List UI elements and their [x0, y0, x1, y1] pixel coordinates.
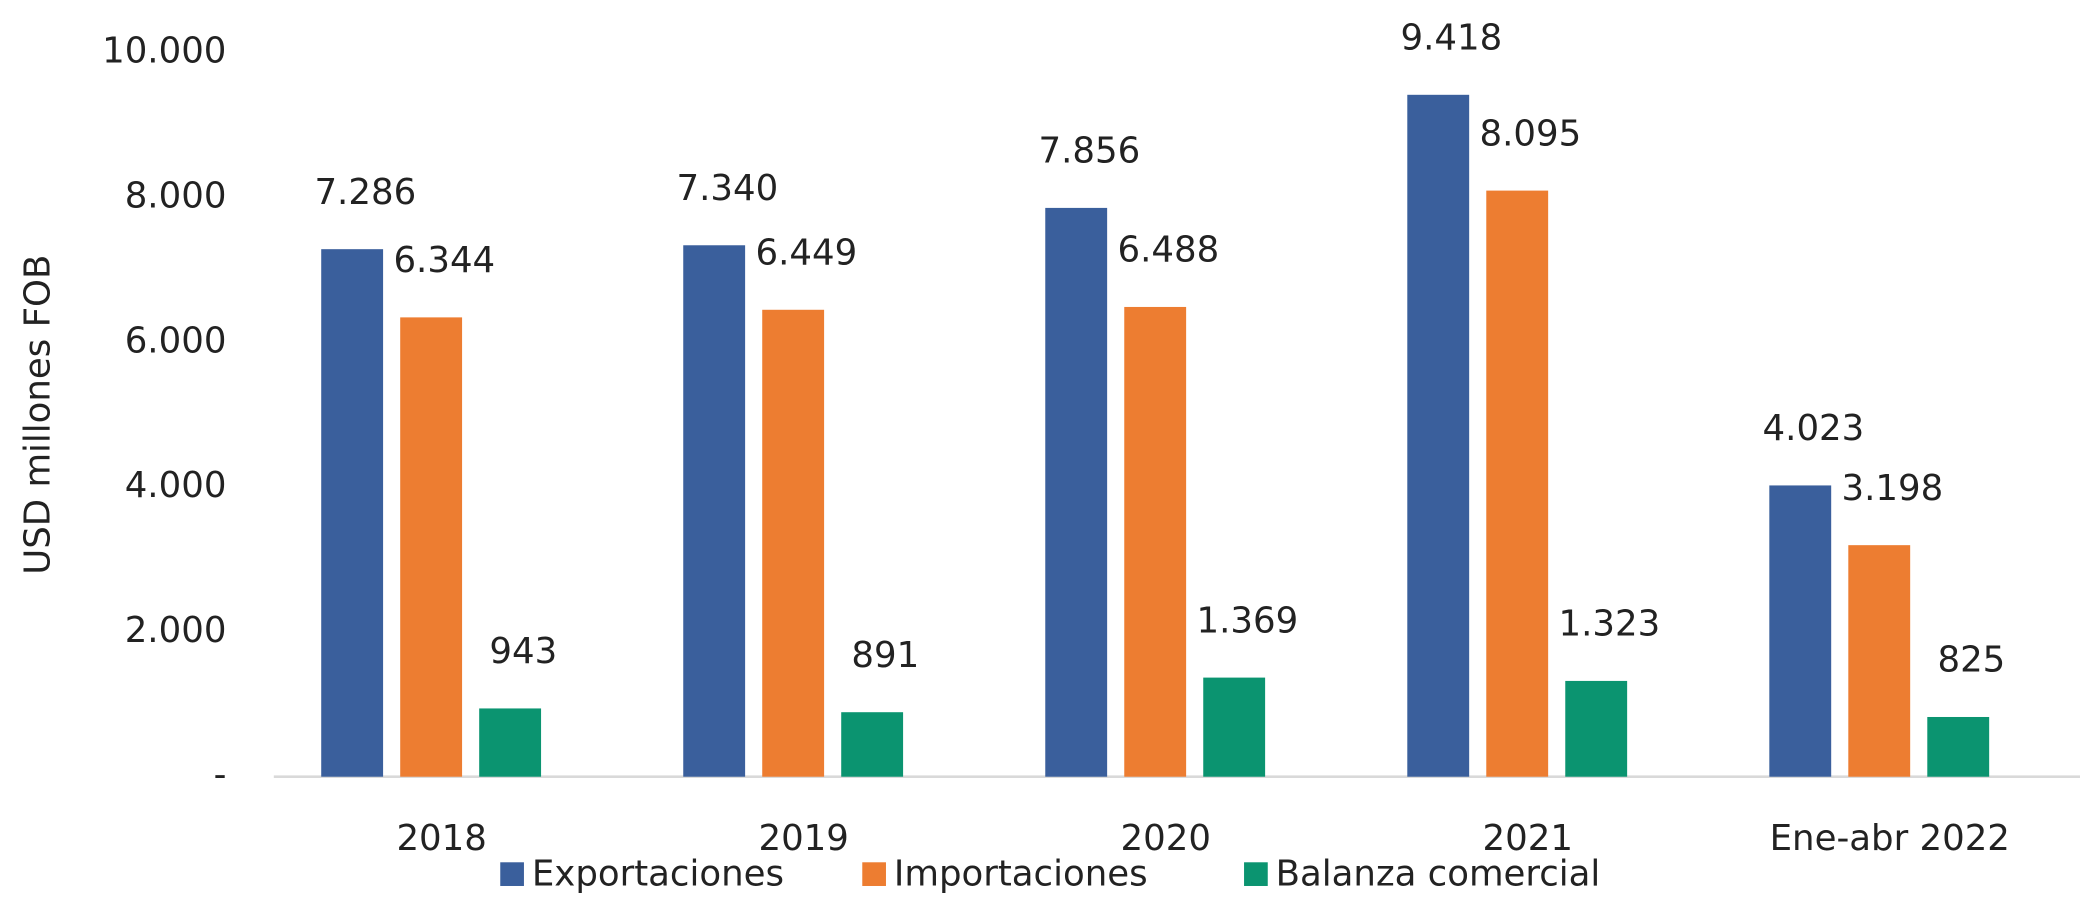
- data-label: 4.023: [1763, 408, 1865, 449]
- y-axis-label: USD millones FOB: [17, 255, 58, 575]
- data-label: 7.340: [676, 168, 778, 209]
- x-tick-label: 2021: [1483, 818, 1573, 859]
- data-label: 943: [489, 631, 557, 672]
- y-tick-label: 6.000: [125, 320, 227, 361]
- bar: [1927, 716, 1990, 777]
- data-label: 9.418: [1401, 18, 1503, 59]
- legend-swatch: [1244, 862, 1268, 886]
- y-tick-label: 10.000: [102, 31, 226, 72]
- bar: [762, 309, 825, 777]
- data-label: 8.095: [1480, 113, 1582, 154]
- legend-label: Importaciones: [894, 853, 1148, 894]
- y-tick-label: 2.000: [125, 610, 227, 651]
- bar: [841, 712, 904, 777]
- data-label: 1.323: [1559, 604, 1661, 645]
- data-label: 6.344: [393, 240, 495, 281]
- bar: [1769, 485, 1832, 777]
- y-tick-label: 8.000: [125, 175, 227, 216]
- legend-swatch: [862, 862, 886, 886]
- data-label: 891: [851, 635, 919, 676]
- legend-label: Exportaciones: [532, 853, 784, 894]
- bar: [1486, 190, 1549, 777]
- x-tick-label: Ene-abr 2022: [1770, 818, 2010, 859]
- bar: [479, 708, 542, 777]
- bar: [1203, 677, 1266, 777]
- bar: [1407, 94, 1470, 777]
- bar: [1124, 306, 1187, 777]
- y-tick-label: -: [214, 755, 227, 796]
- legend-swatch: [500, 862, 524, 886]
- data-label: 6.449: [755, 232, 857, 273]
- data-label: 825: [1937, 640, 2005, 681]
- bar: [1045, 207, 1108, 777]
- data-label: 7.286: [314, 172, 416, 213]
- legend-label: Balanza comercial: [1276, 853, 1601, 894]
- data-label: 6.488: [1117, 230, 1219, 271]
- data-label: 7.856: [1039, 131, 1141, 172]
- bar: [683, 245, 746, 777]
- x-tick-label: 2019: [758, 818, 848, 859]
- bar: [1565, 680, 1628, 777]
- x-tick-label: 2020: [1121, 818, 1211, 859]
- data-label: 1.369: [1196, 600, 1298, 641]
- bar: [321, 249, 384, 777]
- data-label: 3.198: [1842, 468, 1944, 509]
- bar: [1848, 545, 1911, 777]
- y-tick-label: 4.000: [125, 465, 227, 506]
- x-tick-label: 2018: [396, 818, 486, 859]
- bar: [400, 317, 463, 777]
